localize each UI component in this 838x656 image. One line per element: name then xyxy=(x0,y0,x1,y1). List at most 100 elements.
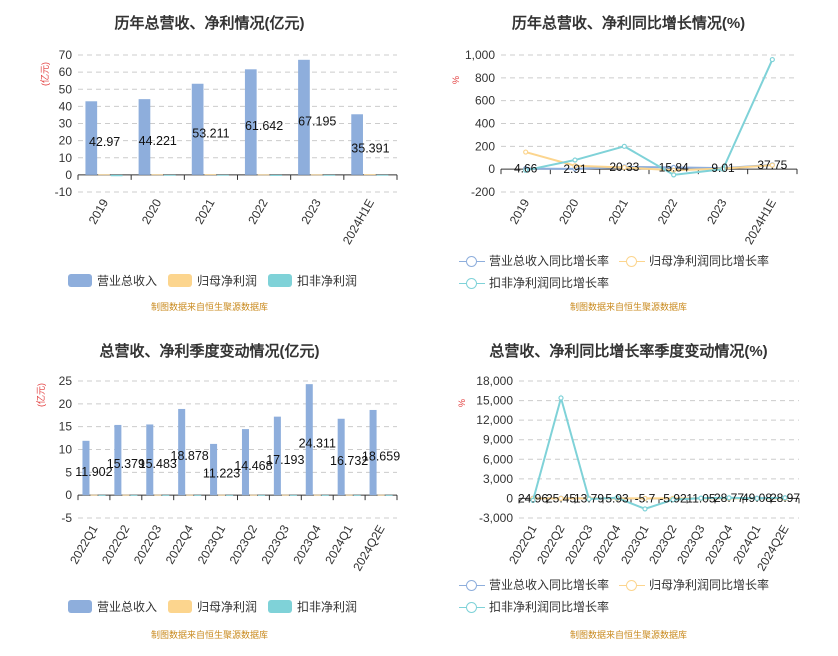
data-label: 67.195 xyxy=(298,114,336,128)
legend-swatch xyxy=(268,274,292,287)
y-tick-label: 0 xyxy=(506,491,513,505)
data-label: 13.79 xyxy=(574,491,604,505)
x-tick-label: 2022Q4 xyxy=(163,522,197,566)
bar-营业总收入 xyxy=(85,101,98,175)
bar-归母净利润 xyxy=(363,174,376,176)
bar-扣非净利润 xyxy=(98,494,106,496)
data-point xyxy=(769,56,775,63)
legend-item[interactable]: 扣非净利润 xyxy=(268,598,357,615)
legend-label: 扣非净利润 xyxy=(297,600,358,614)
data-label: 16.732 xyxy=(330,454,368,468)
data-point xyxy=(754,495,760,502)
bar-营业总收入 xyxy=(337,418,345,496)
y-tick-label: 12,000 xyxy=(476,413,513,427)
y-tick-label: 600 xyxy=(475,94,495,108)
bar-营业总收入 xyxy=(138,99,151,175)
data-label: 24.311 xyxy=(299,437,336,451)
data-label: 4.66 xyxy=(514,162,538,176)
legend-label: 扣非净利润同比增长率 xyxy=(489,276,610,290)
y-tick-label: 3,000 xyxy=(483,472,513,486)
y-tick-label: 0 xyxy=(65,168,72,182)
data-label: 28.97 xyxy=(770,491,800,505)
bar-营业总收入 xyxy=(244,69,257,175)
x-tick-label: 2023Q3 xyxy=(258,522,292,566)
bar-归母净利润 xyxy=(204,174,217,176)
bar-归母净利润 xyxy=(122,494,130,496)
data-label: 42.97 xyxy=(89,135,120,149)
legend-item[interactable]: 归母净利润 xyxy=(168,598,257,615)
chart-title: 总营收、净利季度变动情况(亿元) xyxy=(99,343,320,360)
data-point xyxy=(720,166,726,172)
x-tick-label: 2022 xyxy=(245,196,271,226)
y-tick-label: 10 xyxy=(59,151,73,165)
x-tick-label: 2020 xyxy=(139,196,165,226)
data-label: 5.93 xyxy=(605,491,629,505)
y-unit-label: % xyxy=(457,399,467,407)
data-label: 17.193 xyxy=(266,453,304,467)
y-unit-label: % xyxy=(451,76,461,84)
data-label: 28.77 xyxy=(714,491,744,505)
chart-panel-annual-revenue-profit: 历年总营收、净利情况(亿元) -10 0 10 20 30 40 50 60 70 (亿元) 201… xyxy=(0,0,419,328)
data-label: -5.92 xyxy=(659,491,687,505)
bar-扣非净利润 xyxy=(376,174,389,176)
legend-swatch xyxy=(459,601,485,613)
chart-panel-quarterly-growth: 总营收、净利同比增长率季度变动情况(%) -3,000 0 3,000 6,000 9,… xyxy=(419,328,838,656)
x-tick-label: 2024Q1 xyxy=(322,522,356,566)
legend-item[interactable]: 归母净利润同比增长率 xyxy=(619,576,769,593)
data-label: 14.468 xyxy=(234,459,272,473)
chart-canvas: -5 0 5 10 15 20 25 (亿元) 2022Q12022Q22022Q32022Q4… xyxy=(35,374,400,573)
y-unit-label: (亿元) xyxy=(39,62,50,86)
legend-item[interactable]: 营业总收入 xyxy=(68,272,157,289)
bar-归母净利润 xyxy=(218,494,226,496)
bar-扣非净利润 xyxy=(162,494,170,496)
y-tick-label: 40 xyxy=(59,99,73,113)
data-label: 44.221 xyxy=(139,134,177,148)
legend-item[interactable]: 营业总收入同比增长率 xyxy=(459,252,609,269)
bar-扣非净利润 xyxy=(226,494,234,496)
chart-canvas: -10 0 10 20 30 40 50 60 70 (亿元) 2019 2020 2021 2022 20… xyxy=(39,48,398,247)
legend-item[interactable]: 营业总收入 xyxy=(68,598,157,615)
x-tick-label: 2024H1E xyxy=(340,197,377,247)
legend-item[interactable]: 归母净利润 xyxy=(168,272,257,289)
x-tick-label: 2024H1E xyxy=(742,197,779,247)
data-label: 18.659 xyxy=(362,450,400,464)
bar-扣非净利润 xyxy=(270,174,283,176)
legend-item[interactable]: 归母净利润同比增长率 xyxy=(619,252,769,269)
legend-label: 营业总收入同比增长率 xyxy=(489,578,610,592)
bar-营业总收入 xyxy=(298,59,310,175)
bar-营业总收入 xyxy=(273,416,281,496)
bar-营业总收入 xyxy=(114,424,122,496)
bar-扣非净利润 xyxy=(217,174,229,176)
bar-归母净利润 xyxy=(154,494,162,496)
y-tick-label: 0 xyxy=(65,488,72,502)
x-tick-label: 2020 xyxy=(556,196,582,226)
y-tick-label: 6,000 xyxy=(483,452,513,466)
data-label: 15.483 xyxy=(139,457,177,471)
legend-item[interactable]: 营业总收入同比增长率 xyxy=(459,576,609,593)
legend-item[interactable]: 扣非净利润同比增长率 xyxy=(459,598,609,615)
data-label: 25.45 xyxy=(546,491,576,505)
bar-营业总收入 xyxy=(82,440,90,496)
data-label: 11.05 xyxy=(686,491,715,505)
bar-营业总收入 xyxy=(191,83,204,175)
legend-item[interactable]: 扣非净利润同比增长率 xyxy=(459,274,609,291)
source-note: 制图数据来自恒生聚源数据库 xyxy=(569,630,687,640)
bar-扣非净利润 xyxy=(194,494,202,496)
data-label: 24.96 xyxy=(518,491,548,505)
data-point xyxy=(621,143,627,149)
source-note: 制图数据来自恒生聚源数据库 xyxy=(150,630,268,640)
y-tick-label: 9,000 xyxy=(483,433,513,447)
bar-归母净利润 xyxy=(313,494,321,496)
x-tick-label: 2019 xyxy=(507,196,533,226)
chart-title: 历年总营收、净利同比增长情况(%) xyxy=(511,15,746,32)
chart-canvas: -3,000 0 3,000 6,000 9,000 12,000 15,000 18,000… xyxy=(457,374,800,573)
bar-扣非净利润 xyxy=(130,494,138,496)
bar-归母净利润 xyxy=(90,494,98,496)
bar-归母净利润 xyxy=(345,494,353,496)
legend-item[interactable]: 扣非净利润 xyxy=(268,272,357,289)
y-tick-label: 5 xyxy=(65,465,72,479)
legend-label: 归母净利润 xyxy=(197,274,258,288)
data-label: 2.91 xyxy=(563,162,587,176)
y-tick-label: -3,000 xyxy=(479,511,513,525)
data-label: 49.08 xyxy=(742,491,772,505)
